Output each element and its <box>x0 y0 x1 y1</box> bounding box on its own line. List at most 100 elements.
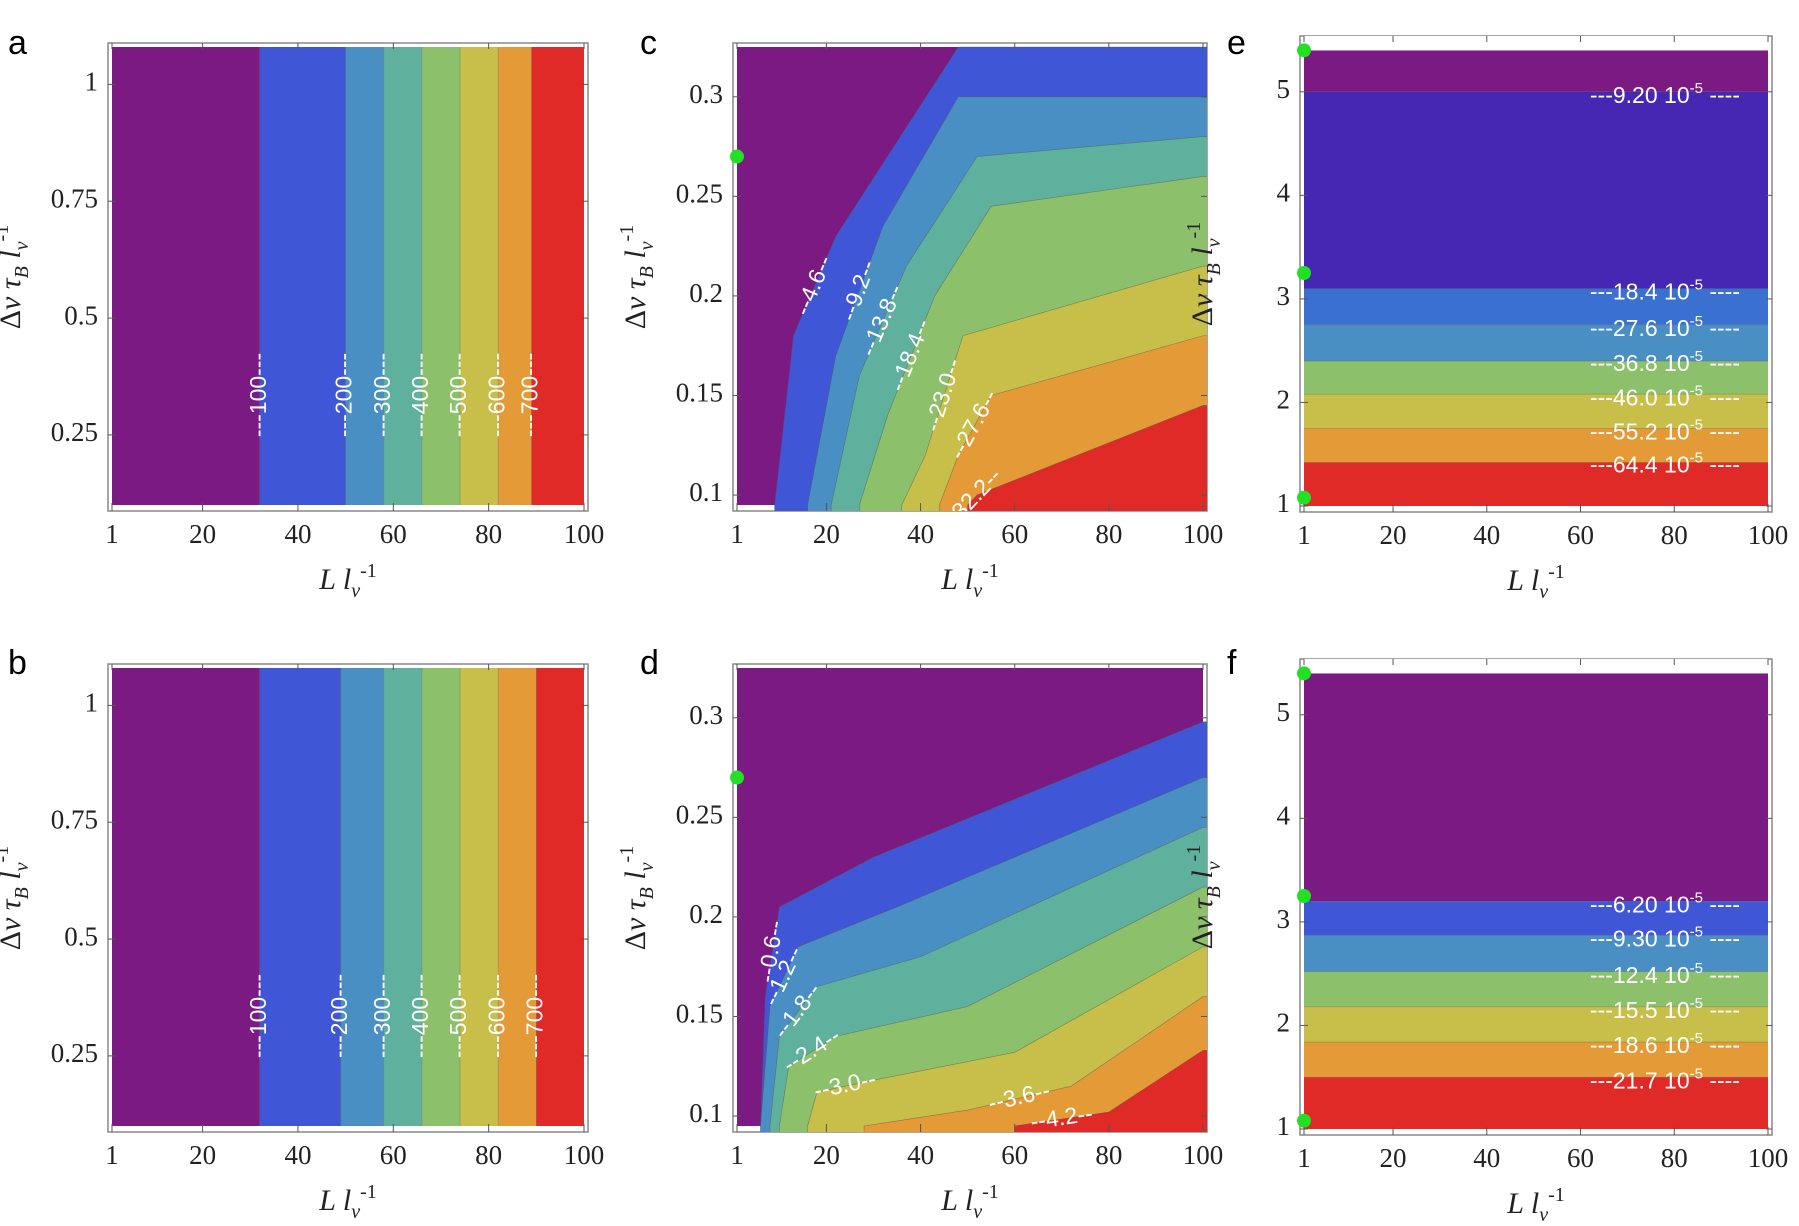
x-tick-label: 1 <box>730 519 744 549</box>
contour-band <box>1304 462 1768 506</box>
contour-band <box>967 405 1207 511</box>
contour-label: ---700--- <box>517 353 543 437</box>
data-marker <box>730 149 744 164</box>
contour-label: ---12.4 10-5 ---- <box>1590 960 1740 988</box>
contour-label: ---500--- <box>445 353 471 437</box>
panel-letter: a <box>8 24 27 62</box>
x-tick-label: 100 <box>1748 520 1789 550</box>
contour-band <box>460 47 499 505</box>
x-tick-label: 20 <box>813 1140 840 1170</box>
y-tick-label: 0.25 <box>51 417 98 447</box>
contour-label: ---200--- <box>326 974 352 1058</box>
contour-band <box>498 668 537 1126</box>
data-marker <box>1297 1113 1311 1128</box>
contour-band <box>863 996 1207 1132</box>
x-tick-label: 60 <box>380 1140 407 1170</box>
x-tick-label: 1 <box>105 519 119 549</box>
contour-band <box>536 668 584 1126</box>
contour-label: ---100--- <box>245 353 271 437</box>
contour-label: ---600--- <box>483 353 509 437</box>
y-tick-label: 5 <box>1277 74 1291 104</box>
x-tick-label: 60 <box>1567 1143 1594 1173</box>
x-tick-label: 20 <box>1380 520 1407 550</box>
x-tick-label: 40 <box>907 1140 934 1170</box>
contour-label: ---300--- <box>369 974 395 1058</box>
contour-label: ---15.5 10-5 ---- <box>1590 995 1740 1023</box>
contour-band <box>1304 901 1768 936</box>
x-tick-label: 80 <box>475 1140 502 1170</box>
data-marker <box>1297 666 1311 681</box>
contour-band <box>1304 673 1768 902</box>
panel-letter: e <box>1227 24 1246 62</box>
x-tick-label: 20 <box>1380 1143 1407 1173</box>
contour-label: ---9.20 10-5 ---- <box>1590 80 1740 108</box>
contour-band <box>340 668 384 1126</box>
x-axis-label: L lv-1 <box>318 560 377 602</box>
contour-label: ---300--- <box>369 353 395 437</box>
contour-label: ---500--- <box>445 974 471 1058</box>
x-tick-label: 80 <box>1661 520 1688 550</box>
x-axis-label: L lv-1 <box>940 560 999 602</box>
x-tick-label: 20 <box>189 519 216 549</box>
y-axis-label: Δv τB lv-1 <box>616 846 658 950</box>
contour-label: ---21.7 10-5 ---- <box>1590 1065 1740 1093</box>
contour-band <box>421 47 461 505</box>
y-tick-label: 0.2 <box>689 278 723 308</box>
contour-label: ---400--- <box>407 974 433 1058</box>
y-axis-label: Δv τB lv-1 <box>0 225 33 329</box>
contour-fill: --0.6----1.2----1.8----2.4----3.0-- --3.6… <box>737 668 1207 1132</box>
panel-letter: d <box>640 644 659 682</box>
x-tick-label: 100 <box>564 519 605 549</box>
panel-b: ---100--- ---200--- ---300--- ---400--- ---5… <box>0 644 604 1223</box>
panel-letter: f <box>1227 644 1237 682</box>
contour-label: ---700--- <box>521 974 547 1058</box>
x-axis-label: L lv-1 <box>318 1181 377 1223</box>
x-tick-label: 40 <box>1473 1143 1500 1173</box>
data-marker <box>1297 43 1311 58</box>
contour-band <box>383 668 422 1126</box>
contour-band <box>1014 1050 1207 1132</box>
contour-label: ---18.4 10-5 ---- <box>1590 277 1740 305</box>
y-axis-label: Δv τB lv-1 <box>0 846 33 950</box>
x-tick-label: 40 <box>1473 520 1500 550</box>
x-tick-label: 60 <box>1567 520 1594 550</box>
x-tick-label: 100 <box>564 1140 605 1170</box>
contour-band <box>1304 428 1768 463</box>
contour-band <box>531 47 584 505</box>
y-tick-label: 1 <box>85 67 99 97</box>
y-tick-label: 0.1 <box>689 1098 723 1128</box>
contour-band <box>1304 971 1768 1007</box>
x-tick-label: 1 <box>1297 520 1311 550</box>
contour-label: ---9.30 10-5 ---- <box>1590 923 1740 951</box>
y-tick-label: 0.1 <box>689 477 723 507</box>
y-axis-label: Δv τB lv-1 <box>616 225 658 329</box>
x-tick-label: 40 <box>907 519 934 549</box>
x-axis-label: L lv-1 <box>940 1181 999 1223</box>
contour-band <box>1304 288 1768 325</box>
contour-band <box>1304 1077 1768 1129</box>
x-tick-label: 20 <box>189 1140 216 1170</box>
panel-c: --4.6----9.2----13.8----18.4----23.0----… <box>616 24 1223 602</box>
contour-band <box>112 668 260 1126</box>
x-tick-label: 60 <box>1001 519 1028 549</box>
y-tick-label: 0.15 <box>676 378 723 408</box>
y-tick-label: 0.5 <box>64 300 98 330</box>
contour-band <box>259 47 346 505</box>
contour-band <box>1304 50 1768 92</box>
contour-band <box>1304 1006 1768 1043</box>
contour-label: ---400--- <box>407 353 433 437</box>
contour-band <box>460 668 499 1126</box>
x-tick-label: 100 <box>1183 519 1224 549</box>
y-tick-label: 1 <box>85 688 99 718</box>
y-tick-label: 0.25 <box>676 800 723 830</box>
y-tick-label: 0.75 <box>51 183 98 213</box>
x-tick-label: 100 <box>1748 1143 1789 1173</box>
y-tick-label: 0.15 <box>676 999 723 1029</box>
x-tick-label: 1 <box>730 1140 744 1170</box>
contour-fill: ---100--- ---200--- ---300--- ---400--- ---5… <box>112 47 584 505</box>
contour-band <box>259 668 341 1126</box>
y-tick-label: 0.5 <box>64 921 98 951</box>
contour-fill: ---6.20 10-5 ---- ---9.30 10-5 ---- ---12.… <box>1304 659 1768 1129</box>
contour-band <box>1304 361 1768 395</box>
